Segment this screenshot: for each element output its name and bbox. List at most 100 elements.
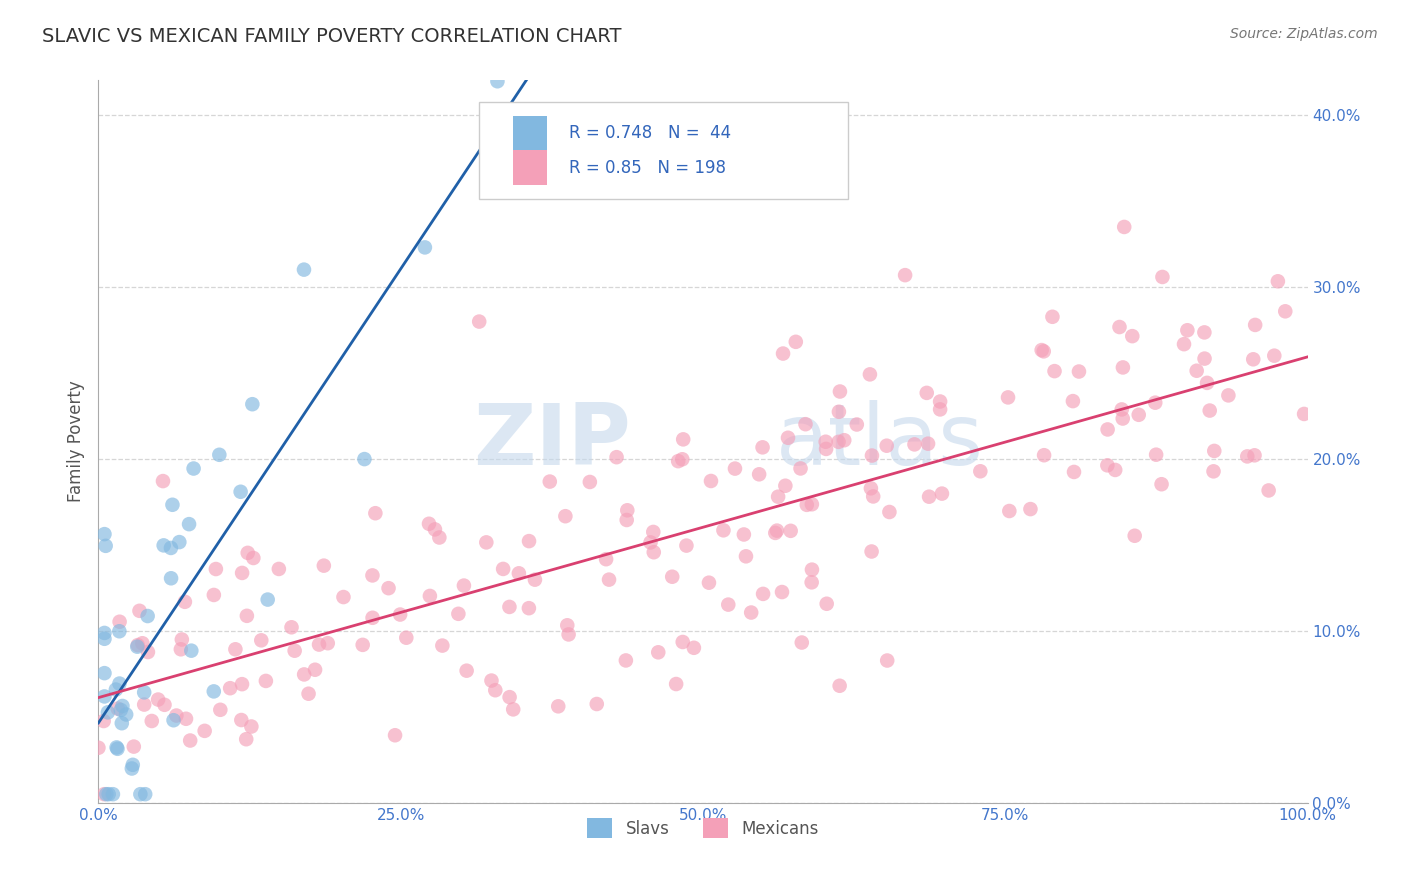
Point (93, 690, 115, 704)
Point (845, 417, 868, 432)
Point (672, 433, 695, 447)
Point (134, 787, 156, 801)
Point (101, 787, 124, 801)
Point (815, 442, 838, 456)
Point (862, 490, 884, 504)
Point (1274, 304, 1296, 318)
Point (219, 681, 242, 696)
Point (647, 645, 669, 659)
Point (903, 437, 925, 451)
Point (814, 434, 837, 449)
Point (418, 516, 440, 531)
Point (827, 434, 849, 449)
Point (1257, 483, 1279, 498)
Point (134, 698, 156, 712)
Point (170, 632, 193, 647)
Point (1150, 477, 1173, 491)
Point (1144, 395, 1167, 409)
Point (111, 716, 134, 731)
Point (108, 676, 131, 690)
Point (800, 575, 823, 590)
Point (93, 787, 115, 801)
Point (929, 402, 952, 417)
Point (1294, 407, 1316, 421)
Point (146, 692, 169, 706)
Point (256, 592, 278, 607)
Point (308, 638, 330, 652)
Point (177, 517, 200, 532)
Point (796, 498, 818, 512)
Point (1236, 450, 1258, 464)
Point (1114, 219, 1136, 234)
Text: Source: ZipAtlas.com: Source: ZipAtlas.com (1230, 27, 1378, 41)
Point (1062, 394, 1084, 409)
Point (97, 706, 120, 720)
Point (236, 546, 259, 560)
FancyBboxPatch shape (513, 116, 547, 151)
Point (1033, 448, 1056, 462)
Point (456, 664, 478, 678)
Point (292, 262, 315, 277)
Point (1204, 444, 1226, 458)
Point (832, 434, 855, 448)
Point (127, 638, 149, 652)
Point (486, 74, 509, 88)
Point (162, 498, 184, 512)
Point (453, 578, 475, 592)
Point (468, 315, 491, 329)
Point (675, 539, 697, 553)
Point (280, 620, 302, 634)
Point (121, 762, 143, 776)
Point (672, 635, 695, 649)
Point (419, 589, 441, 603)
Point (815, 597, 838, 611)
Point (131, 636, 153, 650)
Point (111, 698, 134, 713)
Point (93, 714, 115, 728)
Point (1144, 448, 1167, 462)
Point (183, 461, 205, 475)
Point (423, 523, 446, 537)
Point (876, 653, 898, 667)
Text: SLAVIC VS MEXICAN FAMILY POVERTY CORRELATION CHART: SLAVIC VS MEXICAN FAMILY POVERTY CORRELA… (42, 27, 621, 45)
Point (127, 640, 149, 654)
Point (242, 551, 264, 566)
Point (353, 452, 375, 467)
Point (616, 503, 638, 517)
Point (1097, 458, 1119, 473)
Point (235, 732, 257, 747)
Point (585, 697, 607, 711)
Point (502, 702, 524, 716)
Point (160, 571, 183, 585)
Point (775, 479, 797, 493)
Point (128, 604, 150, 618)
Point (700, 474, 723, 488)
Point (733, 527, 755, 541)
Point (292, 667, 315, 681)
Point (1043, 364, 1066, 378)
Point (236, 608, 259, 623)
Point (598, 573, 620, 587)
Point (179, 733, 201, 747)
Point (776, 431, 799, 445)
Point (763, 525, 786, 540)
Point (165, 708, 187, 723)
Point (364, 506, 387, 520)
Point (297, 687, 319, 701)
Point (361, 568, 384, 582)
Point (1152, 270, 1174, 285)
Point (108, 624, 131, 639)
Point (616, 513, 638, 527)
Point (492, 562, 515, 576)
FancyBboxPatch shape (513, 151, 547, 185)
Point (174, 712, 197, 726)
Point (969, 464, 991, 478)
Point (740, 606, 762, 620)
Point (202, 684, 225, 698)
Point (640, 535, 662, 549)
Point (1019, 502, 1042, 516)
Point (97, 787, 120, 801)
Point (683, 640, 706, 655)
Point (229, 484, 252, 499)
Point (1218, 388, 1240, 402)
